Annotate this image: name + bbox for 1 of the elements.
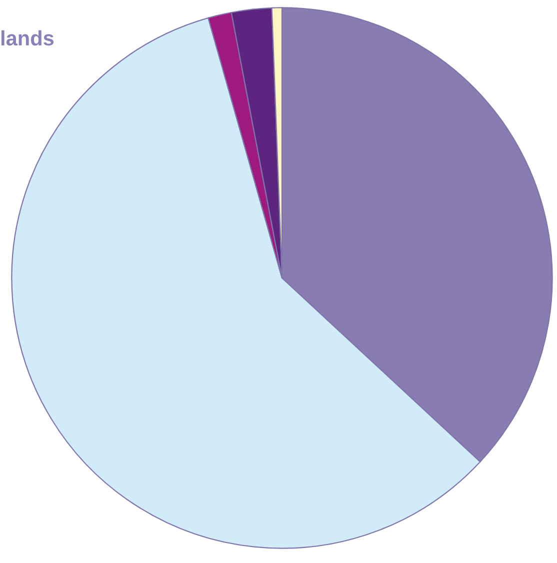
text: lands [1,30,54,46]
